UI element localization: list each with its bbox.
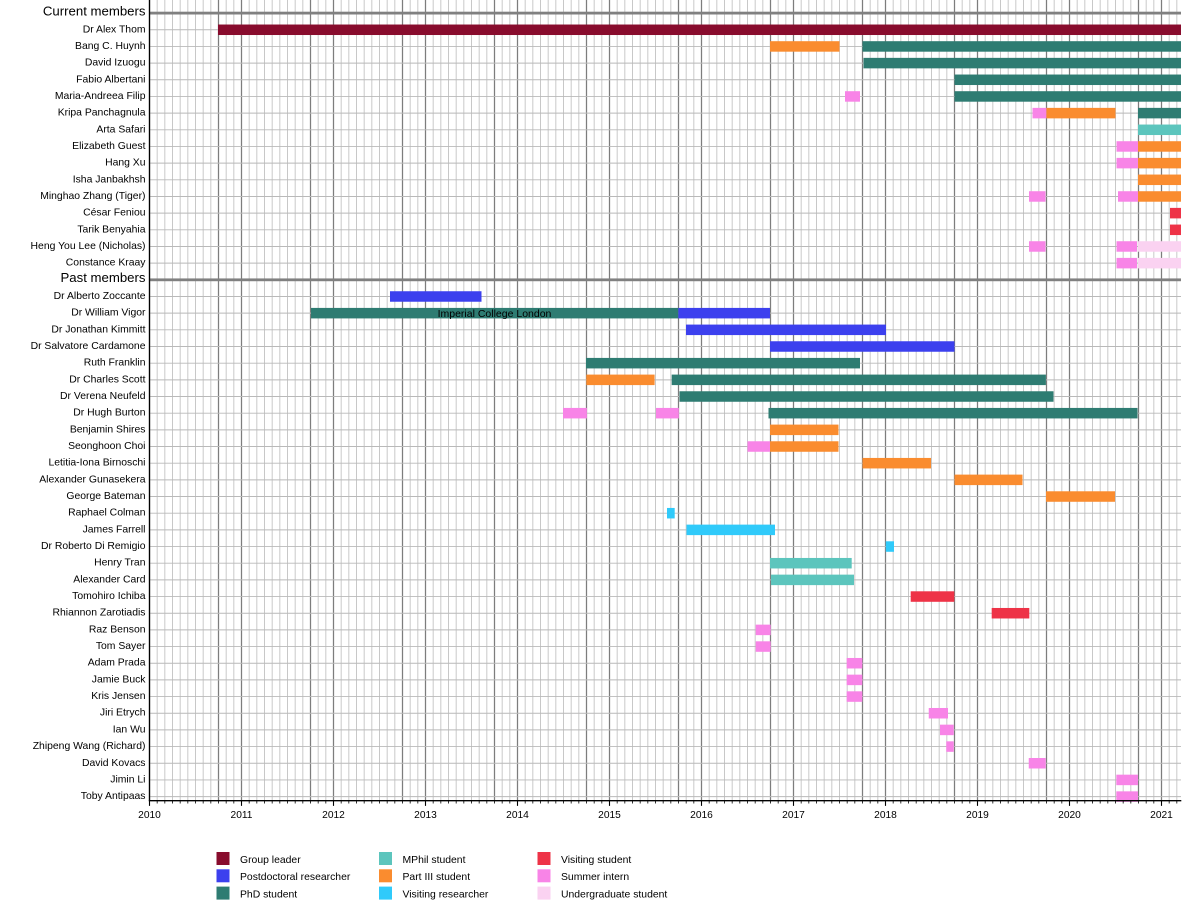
svg-text:Letitia-Iona Birnoschi: Letitia-Iona Birnoschi: [48, 458, 145, 469]
svg-text:2021: 2021: [1150, 810, 1173, 821]
svg-text:Postdoctoral researcher: Postdoctoral researcher: [240, 872, 351, 883]
svg-text:2014: 2014: [506, 810, 529, 821]
svg-text:Zhipeng Wang (Richard): Zhipeng Wang (Richard): [33, 741, 146, 752]
svg-text:César Feniou: César Feniou: [83, 208, 146, 219]
svg-text:Jimin Li: Jimin Li: [110, 774, 145, 785]
svg-text:Dr Salvatore Cardamone: Dr Salvatore Cardamone: [31, 341, 146, 352]
svg-text:2019: 2019: [966, 810, 989, 821]
svg-text:Visiting student: Visiting student: [561, 855, 631, 866]
svg-text:2012: 2012: [322, 810, 345, 821]
svg-text:2018: 2018: [874, 810, 897, 821]
svg-text:Fabio Albertani: Fabio Albertani: [76, 74, 145, 85]
svg-text:Isha Janbakhsh: Isha Janbakhsh: [73, 174, 146, 185]
svg-text:Raz Benson: Raz Benson: [89, 624, 146, 635]
svg-text:Tarik Benyahia: Tarik Benyahia: [77, 224, 145, 235]
svg-text:Ruth Franklin: Ruth Franklin: [84, 358, 146, 369]
svg-text:Dr Hugh Burton: Dr Hugh Burton: [73, 408, 145, 419]
svg-text:Past members: Past members: [60, 270, 145, 285]
svg-text:Arta Safari: Arta Safari: [96, 124, 145, 135]
svg-text:Constance Kraay: Constance Kraay: [66, 258, 147, 269]
svg-text:Hang Xu: Hang Xu: [105, 158, 146, 169]
svg-text:Elizabeth Guest: Elizabeth Guest: [72, 141, 145, 152]
svg-text:James Farrell: James Farrell: [83, 524, 146, 535]
svg-text:Maria-Andreea Filip: Maria-Andreea Filip: [55, 91, 146, 102]
svg-text:Jamie Buck: Jamie Buck: [92, 674, 147, 685]
svg-text:MPhil student: MPhil student: [403, 855, 466, 866]
svg-text:Kripa Panchagnula: Kripa Panchagnula: [58, 108, 146, 119]
svg-text:Dr Alberto Zoccante: Dr Alberto Zoccante: [54, 291, 146, 302]
svg-text:Alexander Gunasekera: Alexander Gunasekera: [39, 474, 146, 485]
svg-text:2013: 2013: [414, 810, 437, 821]
svg-text:2010: 2010: [138, 810, 161, 821]
svg-text:2016: 2016: [690, 810, 713, 821]
svg-text:Henry Tran: Henry Tran: [94, 558, 146, 569]
svg-text:Benjamin Shires: Benjamin Shires: [70, 424, 146, 435]
svg-text:Dr William Vigor: Dr William Vigor: [71, 308, 146, 319]
svg-text:2017: 2017: [782, 810, 805, 821]
svg-text:Toby Antipaas: Toby Antipaas: [81, 791, 146, 802]
svg-text:Tom Sayer: Tom Sayer: [96, 641, 146, 652]
svg-text:Minghao Zhang (Tiger): Minghao Zhang (Tiger): [40, 191, 145, 202]
svg-text:Group leader: Group leader: [240, 855, 301, 866]
svg-text:Part III student: Part III student: [403, 872, 471, 883]
svg-text:Visiting researcher: Visiting researcher: [403, 889, 489, 900]
svg-text:2020: 2020: [1058, 810, 1081, 821]
svg-text:Ian Wu: Ian Wu: [113, 724, 146, 735]
svg-text:Dr Verena Neufeld: Dr Verena Neufeld: [60, 391, 146, 402]
svg-text:Seonghoon Choi: Seonghoon Choi: [68, 441, 145, 452]
svg-text:Summer intern: Summer intern: [561, 872, 629, 883]
svg-text:Jiri Etrych: Jiri Etrych: [100, 708, 146, 719]
svg-text:Raphael Colman: Raphael Colman: [68, 508, 146, 519]
svg-text:2015: 2015: [598, 810, 621, 821]
svg-text:Dr Jonathan Kimmitt: Dr Jonathan Kimmitt: [51, 324, 145, 335]
svg-text:Kris Jensen: Kris Jensen: [91, 691, 146, 702]
svg-text:Dr Charles Scott: Dr Charles Scott: [69, 374, 145, 385]
svg-text:Current members: Current members: [43, 3, 146, 18]
svg-text:David Kovacs: David Kovacs: [82, 758, 146, 769]
svg-text:Dr Alex Thom: Dr Alex Thom: [83, 24, 146, 35]
svg-text:Dr Roberto Di Remigio: Dr Roberto Di Remigio: [41, 541, 146, 552]
svg-text:George Bateman: George Bateman: [66, 491, 145, 502]
svg-text:Imperial College London: Imperial College London: [438, 308, 552, 320]
svg-text:Heng You Lee (Nicholas): Heng You Lee (Nicholas): [31, 241, 146, 252]
svg-text:David Izuogu: David Izuogu: [85, 58, 146, 69]
svg-text:Bang C. Huynh: Bang C. Huynh: [75, 41, 146, 52]
svg-text:2011: 2011: [231, 810, 253, 821]
svg-text:Adam Prada: Adam Prada: [88, 658, 146, 669]
svg-text:Undergraduate student: Undergraduate student: [561, 889, 667, 900]
svg-text:Alexander Card: Alexander Card: [73, 574, 145, 585]
svg-text:Rhiannon Zarotiadis: Rhiannon Zarotiadis: [53, 608, 146, 619]
svg-text:PhD student: PhD student: [240, 889, 297, 900]
svg-text:Tomohiro Ichiba: Tomohiro Ichiba: [72, 591, 146, 602]
